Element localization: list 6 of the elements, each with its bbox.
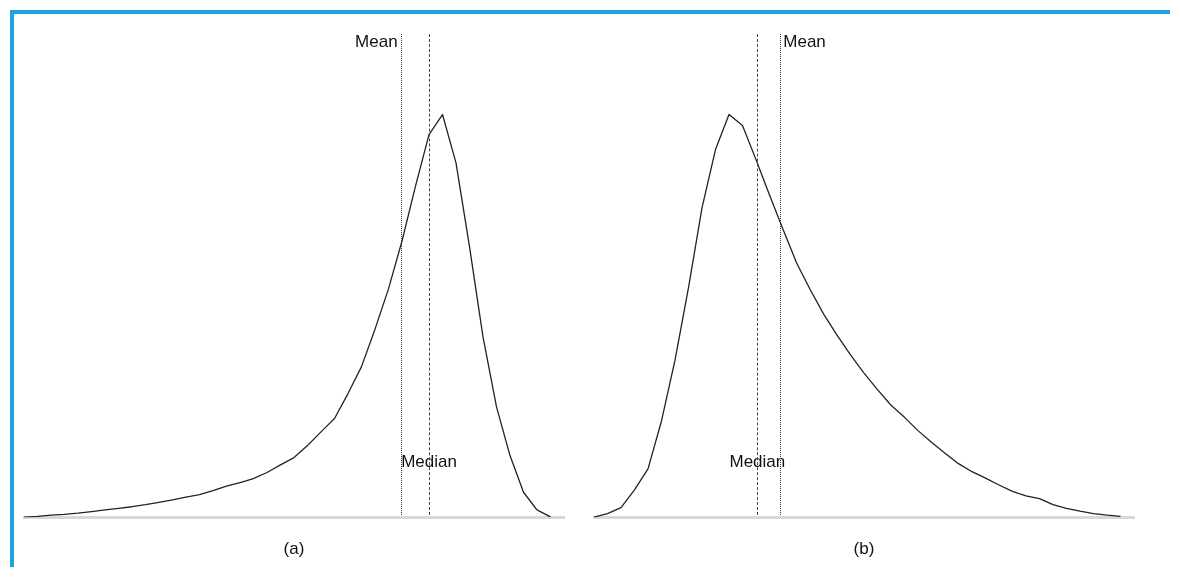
x-axis-title: (a)	[283, 539, 305, 559]
text: Mean	[783, 31, 826, 51]
x-axis-title: (b)	[853, 539, 875, 559]
annotation: Median	[401, 451, 457, 471]
annotation: Median	[729, 451, 786, 471]
text: Mean	[355, 31, 398, 51]
